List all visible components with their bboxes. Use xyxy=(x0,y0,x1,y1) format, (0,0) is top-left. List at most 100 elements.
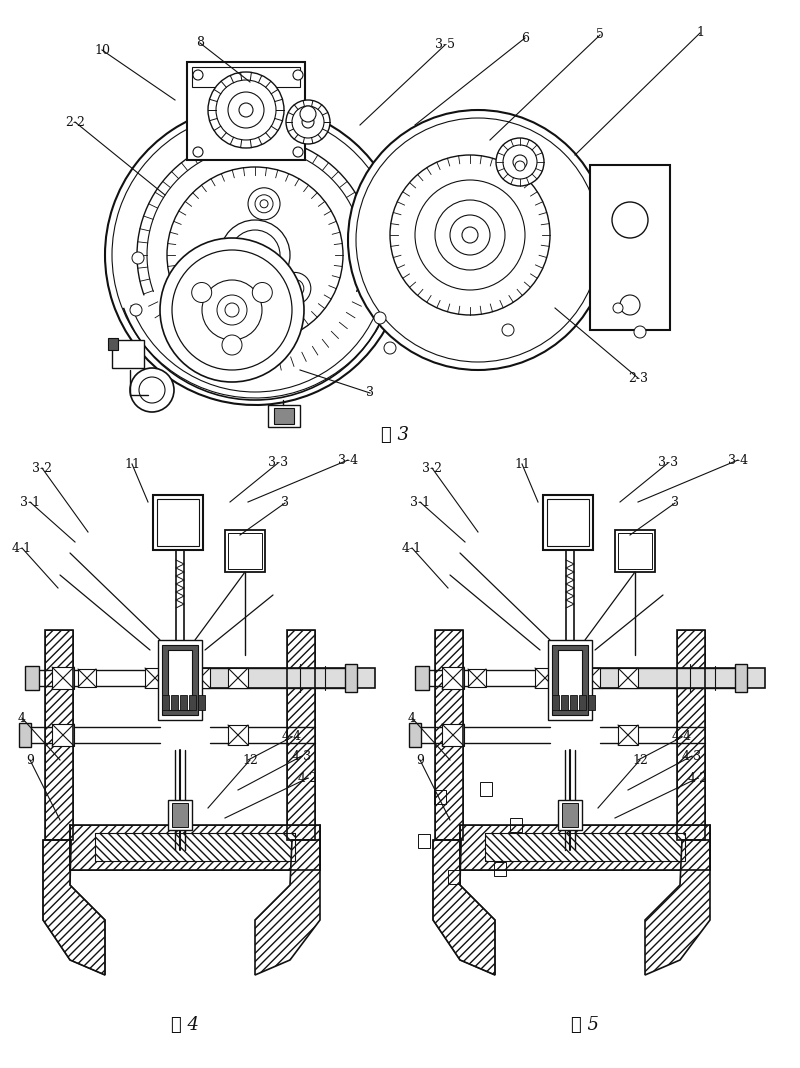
Bar xyxy=(415,666,429,690)
Circle shape xyxy=(286,100,330,144)
Bar xyxy=(78,669,96,687)
Text: 4-1: 4-1 xyxy=(12,541,32,554)
Circle shape xyxy=(374,312,386,324)
Circle shape xyxy=(496,138,544,186)
Bar xyxy=(162,645,198,714)
Text: 11: 11 xyxy=(124,457,140,471)
Bar xyxy=(543,494,593,550)
Bar xyxy=(460,824,710,870)
Bar xyxy=(552,695,559,710)
Bar xyxy=(112,340,144,368)
Bar xyxy=(287,630,315,841)
Bar xyxy=(228,533,262,545)
Text: 4-3: 4-3 xyxy=(292,750,312,763)
Text: 3-5: 3-5 xyxy=(435,38,455,51)
Bar xyxy=(547,499,589,515)
Text: 10: 10 xyxy=(94,44,110,57)
Circle shape xyxy=(160,238,304,382)
Bar xyxy=(460,824,710,870)
Polygon shape xyxy=(645,841,710,975)
Bar xyxy=(535,668,555,688)
Circle shape xyxy=(192,283,212,302)
Text: 9: 9 xyxy=(26,754,34,767)
Bar xyxy=(157,499,199,546)
Text: 3-2: 3-2 xyxy=(32,461,52,474)
Bar xyxy=(192,67,300,87)
Text: 2-3: 2-3 xyxy=(628,372,648,384)
Bar xyxy=(442,724,464,747)
Bar xyxy=(547,499,589,546)
Circle shape xyxy=(193,147,203,157)
Text: 11: 11 xyxy=(514,457,530,471)
Bar xyxy=(225,530,265,572)
Circle shape xyxy=(248,188,280,220)
Text: 4-2: 4-2 xyxy=(298,771,318,785)
Bar xyxy=(618,725,638,745)
Bar xyxy=(434,790,446,804)
Bar xyxy=(588,695,595,710)
Circle shape xyxy=(348,110,608,370)
Bar xyxy=(228,725,248,745)
Bar xyxy=(198,695,205,710)
Bar xyxy=(558,650,582,710)
Circle shape xyxy=(190,256,222,288)
Circle shape xyxy=(612,202,648,238)
Text: 图 3: 图 3 xyxy=(381,426,409,444)
Bar xyxy=(145,668,165,688)
Bar xyxy=(435,630,463,841)
Text: 4-2: 4-2 xyxy=(688,771,708,785)
Text: 3: 3 xyxy=(281,497,289,509)
Circle shape xyxy=(502,324,514,336)
Text: 12: 12 xyxy=(632,754,648,767)
Circle shape xyxy=(243,244,267,267)
Circle shape xyxy=(291,284,299,293)
Bar xyxy=(70,824,320,870)
Bar xyxy=(45,630,73,841)
Text: 3-4: 3-4 xyxy=(338,454,358,467)
Bar xyxy=(510,818,522,832)
Text: 3: 3 xyxy=(366,387,374,399)
Text: 2-2: 2-2 xyxy=(65,115,85,128)
Text: 8: 8 xyxy=(196,36,204,49)
Bar xyxy=(468,669,486,687)
Text: 3-2: 3-2 xyxy=(422,461,442,474)
Text: 4: 4 xyxy=(18,711,26,724)
Bar xyxy=(95,833,295,861)
Text: 9: 9 xyxy=(416,754,424,767)
Circle shape xyxy=(462,227,478,244)
Bar xyxy=(677,630,705,841)
Circle shape xyxy=(202,269,210,277)
Bar xyxy=(448,870,460,884)
Circle shape xyxy=(302,116,314,128)
Bar xyxy=(552,645,588,714)
Circle shape xyxy=(132,252,144,264)
Circle shape xyxy=(279,272,311,304)
Bar xyxy=(409,723,421,747)
Bar xyxy=(558,800,582,830)
Bar xyxy=(562,803,578,827)
Circle shape xyxy=(613,303,623,313)
Bar xyxy=(172,803,188,827)
Circle shape xyxy=(225,303,239,317)
Text: 6: 6 xyxy=(521,31,529,45)
Text: 4-4: 4-4 xyxy=(672,731,692,743)
Circle shape xyxy=(515,161,525,171)
Circle shape xyxy=(513,155,527,169)
Bar xyxy=(268,405,300,427)
Circle shape xyxy=(202,280,262,340)
Bar xyxy=(590,164,670,330)
Polygon shape xyxy=(255,841,320,975)
Bar xyxy=(157,499,199,515)
Circle shape xyxy=(222,335,242,355)
Circle shape xyxy=(208,72,284,148)
Bar xyxy=(25,666,39,690)
Text: 3-4: 3-4 xyxy=(728,454,748,467)
Text: 3: 3 xyxy=(671,497,679,509)
Bar xyxy=(19,723,31,747)
Text: 4-3: 4-3 xyxy=(682,750,702,763)
Bar xyxy=(95,833,295,861)
Circle shape xyxy=(167,167,343,343)
Text: 3-1: 3-1 xyxy=(20,496,40,508)
Circle shape xyxy=(293,70,303,80)
Bar xyxy=(618,533,652,569)
